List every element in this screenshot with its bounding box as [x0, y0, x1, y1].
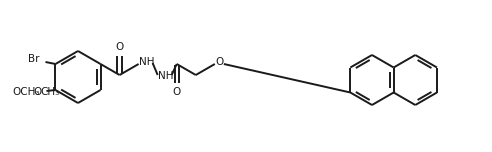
Text: NH: NH — [139, 57, 154, 67]
Text: O: O — [33, 87, 41, 97]
Text: O: O — [116, 42, 123, 52]
Text: O: O — [215, 57, 224, 67]
Text: CH₃: CH₃ — [40, 87, 60, 97]
Text: O: O — [173, 87, 181, 97]
Text: NH: NH — [158, 71, 173, 81]
Text: Br: Br — [28, 54, 39, 64]
Text: OCH₃: OCH₃ — [12, 87, 39, 97]
